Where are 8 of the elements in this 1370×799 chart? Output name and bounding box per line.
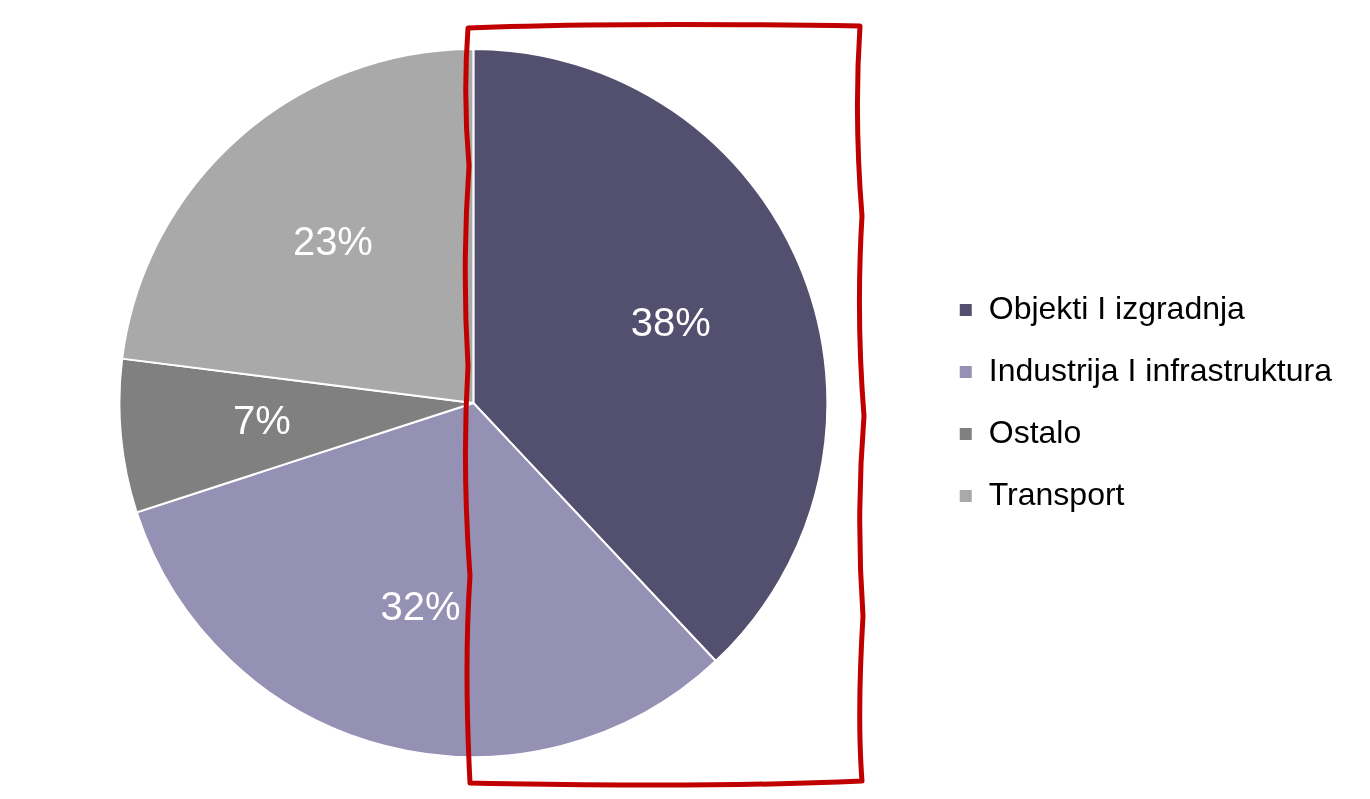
data-label: 38% <box>630 299 711 344</box>
data-label: 32% <box>380 583 461 628</box>
legend-label: Ostalo <box>988 413 1082 450</box>
legend-label: Objekti I izgradnja <box>988 289 1246 326</box>
data-label: 7% <box>233 398 291 443</box>
legend-label: Transport <box>988 475 1125 512</box>
data-label: 23% <box>292 218 373 263</box>
legend-label: Industrija I infrastruktura <box>988 351 1333 388</box>
